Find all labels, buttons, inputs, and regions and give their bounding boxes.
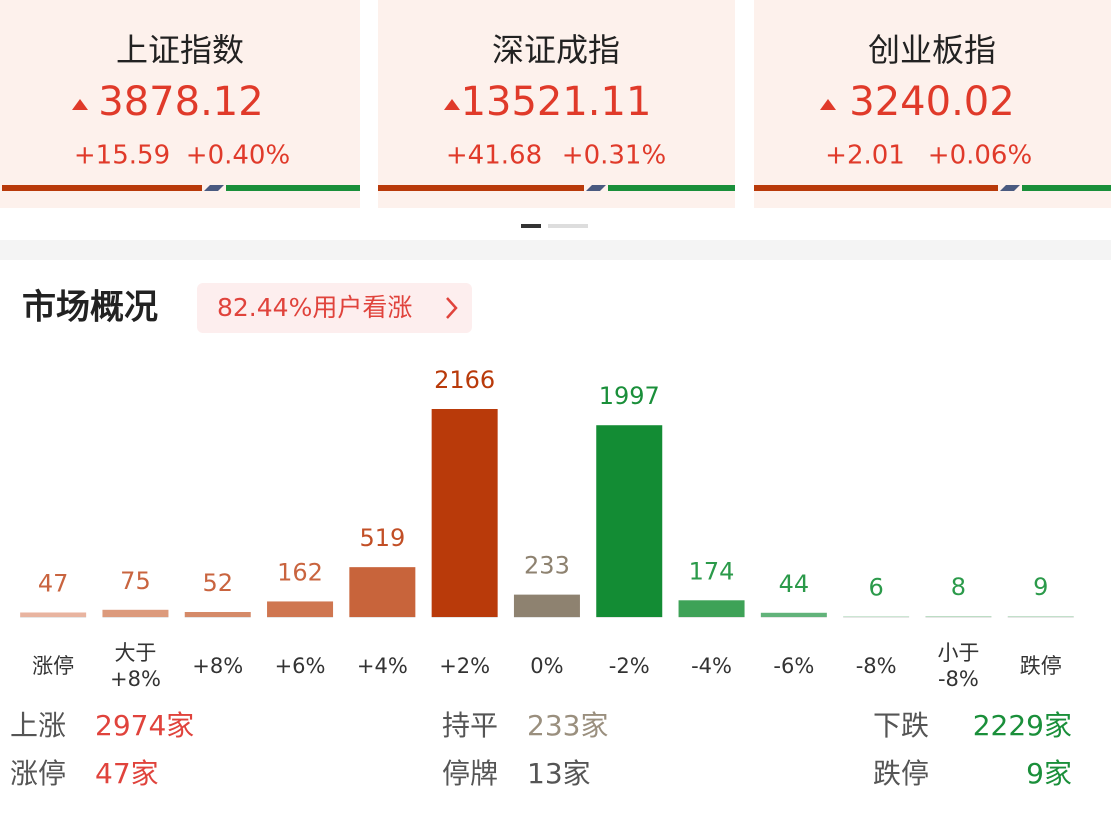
value-label: 1997 bbox=[599, 382, 660, 410]
summary-label: 跌停 bbox=[873, 757, 929, 790]
summary-label: 持平 bbox=[442, 709, 498, 742]
bar bbox=[843, 616, 910, 617]
bar bbox=[20, 612, 87, 617]
bar bbox=[431, 409, 498, 617]
index-name: 创业板指 bbox=[868, 31, 996, 69]
summary-value: 9家 bbox=[1026, 757, 1072, 790]
divider bbox=[0, 240, 1111, 260]
pager-dot[interactable] bbox=[521, 224, 541, 228]
bar-chart: 47 涨停 75 大于+8% 52 +8% 162 +6% 519 +4% 2166 +2% 233 0%… bbox=[20, 366, 1074, 691]
sentiment-text: 82.44%用户看涨 bbox=[217, 293, 412, 322]
category-label: 跌停 bbox=[1020, 654, 1062, 678]
summary-value: 47家 bbox=[95, 757, 159, 790]
sentiment-badge[interactable]: 82.44%用户看涨 bbox=[197, 283, 472, 333]
category-label: +2% bbox=[439, 654, 490, 678]
bar bbox=[513, 594, 580, 617]
bar bbox=[267, 601, 334, 617]
value-label: 162 bbox=[277, 558, 323, 586]
value-label: 44 bbox=[779, 570, 810, 598]
value-label: 52 bbox=[202, 569, 233, 597]
bar bbox=[760, 612, 827, 617]
pager-dot[interactable] bbox=[548, 224, 588, 228]
section-title: 市场概况 bbox=[22, 288, 158, 328]
index-change: +15.59 bbox=[74, 141, 170, 171]
summary-label: 下跌 bbox=[873, 709, 929, 742]
bar bbox=[1007, 616, 1074, 617]
value-label: 519 bbox=[359, 524, 405, 552]
value-label: 47 bbox=[38, 569, 69, 597]
summary-label: 上涨 bbox=[10, 709, 66, 742]
value-label: 9 bbox=[1033, 573, 1048, 601]
value-label: 8 bbox=[951, 573, 966, 601]
value-label: 2166 bbox=[434, 366, 495, 394]
index-name: 上证指数 bbox=[116, 31, 244, 69]
summary-label: 涨停 bbox=[10, 757, 66, 790]
category-label: 小于-8% bbox=[937, 641, 979, 691]
category-label: +8% bbox=[192, 654, 243, 678]
index-percent: +0.40% bbox=[186, 141, 290, 171]
summary-label: 停牌 bbox=[442, 757, 498, 790]
index-value: 3878.12 bbox=[98, 79, 263, 125]
bar bbox=[102, 609, 169, 617]
category-label: -4% bbox=[691, 654, 732, 678]
index-card[interactable]: 深证成指 13521.11 +41.68 +0.31% bbox=[378, 0, 735, 208]
index-percent: +0.06% bbox=[928, 141, 1032, 171]
category-label: -6% bbox=[773, 654, 814, 678]
category-label: 大于+8% bbox=[110, 641, 161, 691]
index-value: 13521.11 bbox=[461, 79, 652, 125]
bar bbox=[678, 600, 745, 617]
index-percent: +0.31% bbox=[562, 141, 666, 171]
category-label: 涨停 bbox=[32, 654, 74, 678]
value-label: 75 bbox=[120, 567, 151, 595]
bar bbox=[349, 567, 416, 617]
value-label: 174 bbox=[689, 557, 735, 585]
category-label: 0% bbox=[530, 654, 563, 678]
index-change: +41.68 bbox=[446, 141, 542, 171]
index-card[interactable]: 上证指数 3878.12 +15.59 +0.40% bbox=[0, 0, 360, 208]
index-cards: 上证指数 3878.12 +15.59 +0.40% 深证成指 13521.11… bbox=[0, 0, 1111, 208]
bar bbox=[184, 612, 251, 617]
category-label: +6% bbox=[275, 654, 326, 678]
value-label: 6 bbox=[869, 573, 884, 601]
index-value: 3240.02 bbox=[849, 79, 1014, 125]
bar bbox=[596, 425, 663, 617]
bar bbox=[925, 616, 992, 617]
summary-value: 233家 bbox=[527, 709, 608, 742]
value-label: 233 bbox=[524, 552, 570, 580]
summary-value: 2974家 bbox=[95, 709, 194, 742]
category-label: +4% bbox=[357, 654, 408, 678]
index-change: +2.01 bbox=[825, 141, 905, 171]
category-label: -2% bbox=[609, 654, 650, 678]
category-label: -8% bbox=[856, 654, 897, 678]
index-name: 深证成指 bbox=[492, 31, 620, 69]
index-card[interactable]: 创业板指 3240.02 +2.01 +0.06% bbox=[754, 0, 1111, 208]
summary-value: 13家 bbox=[527, 757, 591, 790]
summary-value: 2229家 bbox=[973, 709, 1072, 742]
